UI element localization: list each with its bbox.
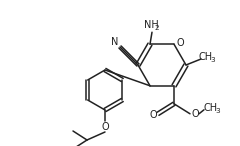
Text: 3: 3: [216, 108, 220, 114]
Text: 2: 2: [155, 25, 159, 31]
Text: O: O: [191, 109, 199, 119]
Text: O: O: [101, 122, 109, 132]
Text: N: N: [111, 37, 119, 47]
Text: 3: 3: [211, 57, 215, 63]
Text: NH: NH: [144, 20, 158, 30]
Text: O: O: [176, 38, 184, 48]
Text: CH: CH: [204, 103, 218, 113]
Text: CH: CH: [199, 52, 213, 62]
Text: O: O: [149, 110, 157, 120]
